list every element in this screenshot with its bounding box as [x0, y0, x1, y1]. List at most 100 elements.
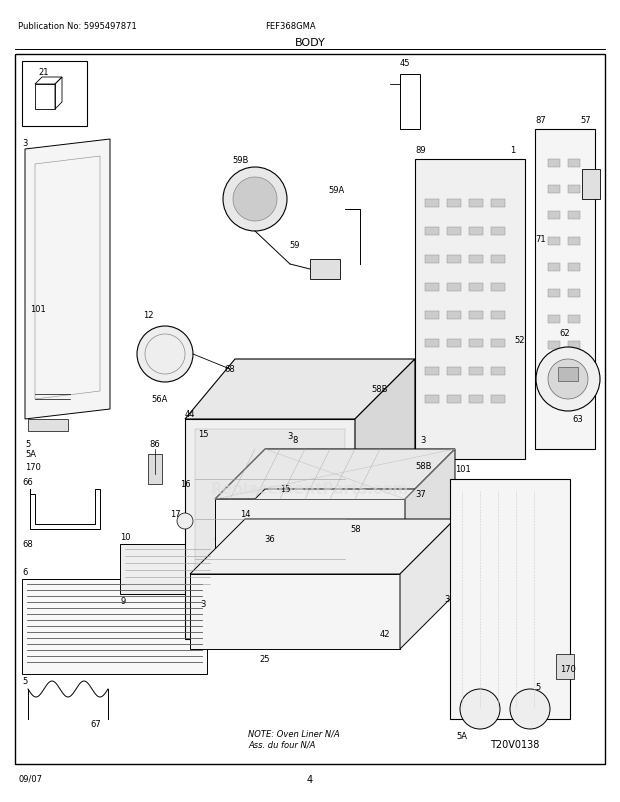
Bar: [548, 212, 560, 220]
Text: 52: 52: [515, 335, 525, 345]
Text: 36: 36: [265, 535, 275, 544]
Bar: [548, 316, 560, 323]
Bar: [469, 200, 483, 208]
Polygon shape: [405, 449, 455, 599]
Bar: [548, 160, 560, 168]
Text: 58B: 58B: [415, 461, 432, 471]
Text: 37: 37: [415, 490, 426, 499]
Bar: [568, 212, 580, 220]
Text: 14: 14: [240, 510, 250, 519]
Bar: [548, 290, 560, 298]
Bar: [148, 455, 162, 484]
Text: 59A: 59A: [328, 186, 344, 195]
Bar: [491, 312, 505, 320]
Bar: [568, 264, 580, 272]
Polygon shape: [190, 520, 455, 574]
Bar: [548, 367, 560, 375]
Text: 3: 3: [445, 595, 450, 604]
Bar: [425, 312, 439, 320]
Text: FEF368GMA: FEF368GMA: [265, 22, 316, 31]
Bar: [568, 290, 580, 298]
Text: 42: 42: [380, 630, 391, 638]
Text: 71: 71: [535, 235, 546, 244]
Bar: [447, 200, 461, 208]
Text: 6: 6: [22, 567, 27, 577]
Bar: [491, 256, 505, 264]
Bar: [491, 228, 505, 236]
Bar: [425, 256, 439, 264]
Text: 170: 170: [25, 463, 41, 472]
Circle shape: [536, 347, 600, 411]
Bar: [568, 342, 580, 350]
Polygon shape: [415, 160, 525, 460]
Bar: [568, 237, 580, 245]
Polygon shape: [190, 574, 400, 649]
Bar: [447, 228, 461, 236]
Circle shape: [548, 359, 588, 399]
Bar: [469, 284, 483, 292]
Text: 15: 15: [280, 485, 290, 494]
Text: 59B: 59B: [232, 156, 249, 164]
Bar: [548, 186, 560, 194]
Polygon shape: [215, 500, 405, 599]
Text: 15: 15: [198, 429, 208, 439]
Text: 58: 58: [350, 525, 361, 534]
Bar: [548, 264, 560, 272]
Text: NOTE: Oven Liner N/A
Ass. du four N/A: NOTE: Oven Liner N/A Ass. du four N/A: [248, 729, 340, 748]
Text: 101: 101: [30, 305, 46, 314]
Polygon shape: [535, 130, 595, 449]
Bar: [491, 339, 505, 347]
Bar: [425, 395, 439, 403]
Text: BODY: BODY: [294, 38, 326, 48]
Bar: [558, 367, 578, 382]
Bar: [469, 256, 483, 264]
Bar: [425, 200, 439, 208]
Bar: [568, 367, 580, 375]
Text: 21: 21: [39, 68, 49, 77]
Text: 170: 170: [560, 665, 576, 674]
Circle shape: [510, 689, 550, 729]
Bar: [425, 367, 439, 375]
Text: 45: 45: [400, 59, 410, 68]
Text: ReplacementParts.com: ReplacementParts.com: [211, 482, 409, 497]
Polygon shape: [355, 359, 415, 639]
Bar: [548, 237, 560, 245]
Text: 16: 16: [180, 480, 190, 488]
Bar: [568, 160, 580, 168]
Bar: [425, 339, 439, 347]
Text: 3: 3: [22, 139, 28, 148]
Text: 89: 89: [415, 146, 425, 155]
Text: 3: 3: [420, 435, 425, 444]
Bar: [425, 228, 439, 236]
Polygon shape: [450, 480, 570, 719]
Circle shape: [137, 326, 193, 383]
Bar: [447, 312, 461, 320]
Circle shape: [233, 178, 277, 221]
Bar: [447, 339, 461, 347]
Text: Publication No: 5995497871: Publication No: 5995497871: [18, 22, 137, 31]
Text: 58B: 58B: [372, 385, 388, 394]
Bar: [491, 367, 505, 375]
Text: 10: 10: [120, 533, 130, 541]
Text: 68: 68: [22, 539, 33, 549]
Polygon shape: [185, 359, 415, 419]
Bar: [568, 186, 580, 194]
Bar: [22, 579, 207, 674]
Bar: [491, 200, 505, 208]
Text: 44: 44: [185, 410, 195, 419]
Bar: [447, 367, 461, 375]
Text: 4: 4: [307, 774, 313, 784]
Text: 8: 8: [292, 435, 298, 444]
Text: 12: 12: [143, 310, 153, 320]
Polygon shape: [582, 170, 600, 200]
Text: 3: 3: [200, 599, 205, 608]
Circle shape: [177, 513, 193, 529]
Text: 5: 5: [22, 676, 27, 685]
Bar: [491, 395, 505, 403]
Circle shape: [223, 168, 287, 232]
Bar: [469, 228, 483, 236]
Text: 56A: 56A: [152, 395, 168, 403]
Text: 86: 86: [149, 439, 161, 448]
Text: T20V0138: T20V0138: [490, 739, 539, 749]
Bar: [425, 284, 439, 292]
